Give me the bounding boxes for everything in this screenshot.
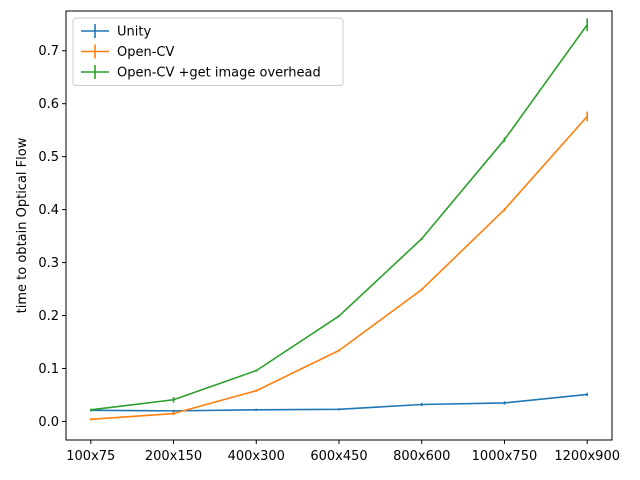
- legend-item: Open-CV: [81, 44, 174, 60]
- y-tick-label: 0.0: [38, 415, 59, 430]
- x-tick-label: 600x450: [310, 449, 367, 464]
- x-tick-label: 1000x750: [472, 449, 538, 464]
- legend-item: Unity: [81, 24, 151, 40]
- y-tick-label: 0.6: [38, 97, 59, 112]
- x-tick-label: 100x75: [66, 449, 115, 464]
- y-axis-label: time to obtain Optical Flow: [15, 137, 30, 313]
- y-tick-label: 0.7: [38, 44, 59, 59]
- y-tick-label: 0.4: [38, 203, 59, 218]
- legend-label: Unity: [117, 25, 151, 40]
- y-tick-label: 0.3: [38, 256, 59, 271]
- series-1: [90, 111, 589, 421]
- series-layer: [90, 18, 589, 421]
- x-tick-label: 1200x900: [554, 449, 620, 464]
- y-axis: 0.0 0.1 0.2 0.3 0.4 0.5 0.6 0.7: [38, 44, 66, 430]
- x-tick-label: 200x150: [145, 449, 202, 464]
- legend-box: [72, 17, 344, 86]
- y-tick-label: 0.5: [38, 150, 59, 165]
- legend-label: Open-CV: [117, 45, 174, 60]
- x-tick-label: 800x600: [393, 449, 450, 464]
- legend-label: Open-CV +get image overhead: [117, 66, 321, 81]
- y-tick-label: 0.2: [38, 309, 59, 324]
- series-2: [90, 18, 589, 411]
- legend: Unity Open-CV Open-CV +get image overhead: [72, 17, 344, 86]
- legend-item: Open-CV +get image overhead: [81, 65, 321, 81]
- x-axis: 100x75 200x150 400x300 600x450 800x600 1000x7…: [66, 440, 620, 464]
- x-tick-label: 400x300: [228, 449, 285, 464]
- y-tick-label: 0.1: [38, 362, 59, 377]
